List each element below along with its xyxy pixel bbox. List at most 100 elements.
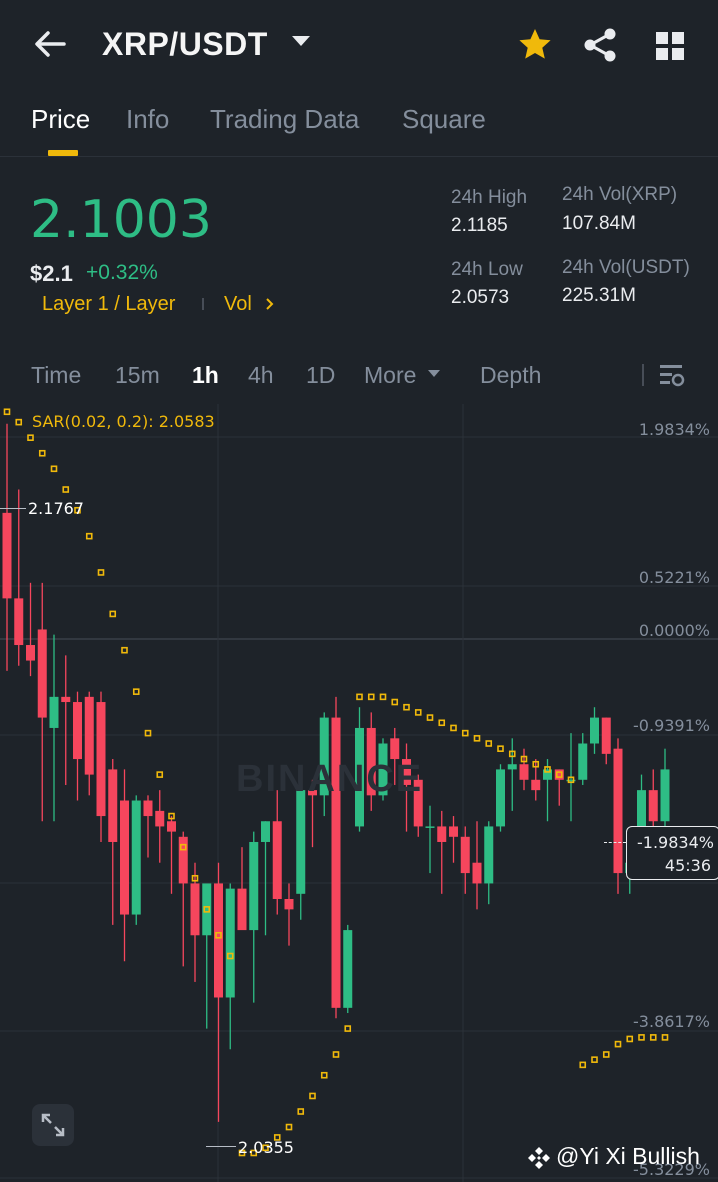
candle-body	[331, 717, 341, 1008]
tab-square[interactable]: Square	[402, 104, 486, 134]
sar-dot	[226, 952, 234, 960]
interval-1d[interactable]: 1D	[306, 362, 336, 388]
sar-dot	[508, 750, 516, 758]
interval-time[interactable]: Time	[31, 362, 82, 388]
axis-label-6: -3.8617%	[633, 1012, 710, 1031]
interval-15m[interactable]: 15m	[115, 362, 160, 388]
fullscreen-button[interactable]	[32, 1104, 74, 1146]
candle-body	[566, 779, 576, 782]
binance-logo-icon	[528, 1147, 550, 1169]
sar-dot	[414, 709, 422, 716]
sar-dot	[356, 693, 363, 701]
interval-1h[interactable]: 1h	[192, 362, 219, 388]
sar-dot	[520, 755, 528, 763]
sar-dot	[332, 1051, 340, 1058]
stat-vol-usdt-label: 24h Vol(USDT)	[562, 257, 690, 278]
sar-dot	[121, 646, 128, 654]
stat-vol-xrp-label: 24h Vol(XRP)	[562, 184, 678, 205]
candle-body	[378, 743, 388, 796]
sar-dot	[555, 771, 563, 778]
sar-dot	[74, 506, 81, 514]
sar-dot	[344, 1025, 352, 1032]
exchange-watermark: BINANCE	[236, 758, 424, 800]
stat-low-label: 24h Low	[451, 259, 523, 280]
tab-info[interactable]: Info	[126, 104, 170, 134]
candle-body	[249, 841, 259, 931]
vol-link[interactable]: Vol	[224, 293, 252, 315]
high-callout-line	[0, 508, 26, 509]
back-arrow-icon[interactable]	[30, 24, 70, 64]
interval-divider	[642, 364, 644, 386]
candle-body	[425, 826, 435, 828]
candle-body	[308, 790, 317, 796]
sar-dot	[473, 735, 481, 742]
sar-dot	[485, 740, 493, 747]
chevron-right-icon[interactable]	[264, 297, 276, 311]
candle-body	[167, 821, 176, 832]
expand-icon	[41, 1113, 65, 1137]
sar-dot	[661, 1034, 669, 1041]
more-caret-icon[interactable]	[428, 370, 440, 377]
pair-title[interactable]: XRP/USDT	[102, 26, 268, 62]
sar-dot	[450, 724, 457, 732]
candle-body	[143, 800, 153, 817]
star-icon[interactable]	[516, 26, 554, 64]
candle-body	[437, 826, 447, 842]
sar-dot	[544, 766, 551, 773]
chart-canvas[interactable]	[0, 404, 718, 1182]
low-callout-line	[206, 1146, 236, 1147]
interval-4h[interactable]: 4h	[248, 362, 274, 388]
stat-low-value: 2.0573	[451, 287, 510, 308]
tabs-divider	[0, 156, 718, 157]
sar-dot	[320, 1071, 328, 1079]
candle-body	[178, 836, 188, 884]
grid-icon[interactable]	[654, 30, 686, 62]
candle-body	[648, 790, 658, 822]
sar-dot	[250, 1149, 258, 1157]
candle-body	[554, 769, 564, 780]
sar-dot	[403, 703, 410, 711]
candle-body	[284, 898, 294, 910]
chart-settings-icon[interactable]	[658, 362, 686, 390]
category-tag-link[interactable]: Layer 1 / Layer	[42, 293, 176, 315]
sar-dot	[461, 729, 469, 737]
candle-body	[61, 696, 71, 703]
current-price-tag[interactable]: -1.9834% 45:36	[626, 826, 718, 880]
tab-price[interactable]: Price	[31, 104, 91, 134]
sar-dot	[262, 1144, 269, 1152]
sar-dot	[179, 843, 187, 851]
sar-dot	[309, 1092, 316, 1100]
low-price-callout: 2.0355	[238, 1138, 294, 1157]
candle-body	[37, 629, 47, 718]
interval-more[interactable]: More	[364, 362, 417, 388]
stat-high-label: 24h High	[451, 187, 528, 208]
depth-tab[interactable]: Depth	[480, 362, 542, 388]
sar-indicator-legend[interactable]: SAR(0.02, 0.2): 2.0583	[32, 412, 215, 431]
sar-dot	[38, 449, 46, 457]
sar-dot	[426, 714, 434, 721]
candle-body	[343, 930, 353, 1008]
candle-body	[84, 696, 94, 775]
candle-body	[202, 883, 212, 936]
tab-trading-data[interactable]: Trading Data	[210, 104, 360, 134]
candle-body	[366, 727, 376, 796]
sar-dot	[109, 610, 117, 618]
candle-body	[460, 836, 470, 874]
candle-body	[543, 769, 552, 780]
sar-dot	[50, 465, 58, 473]
candle-body	[108, 769, 118, 842]
dropdown-caret-icon[interactable]	[292, 36, 310, 46]
sar-dot	[62, 486, 70, 493]
sar-dot	[27, 434, 34, 441]
sar-dot	[602, 1051, 610, 1058]
sar-dot	[97, 569, 105, 576]
sar-dot	[297, 1108, 305, 1115]
author-credit: @Yi Xi Bullish	[556, 1143, 700, 1169]
candle-body	[296, 790, 306, 894]
candle-body	[155, 810, 165, 827]
last-price: 2.1003	[30, 190, 212, 250]
candlestick-chart[interactable]	[0, 404, 718, 1182]
candle-body	[613, 748, 623, 874]
sar-dot	[379, 693, 387, 701]
share-icon[interactable]	[582, 26, 618, 64]
